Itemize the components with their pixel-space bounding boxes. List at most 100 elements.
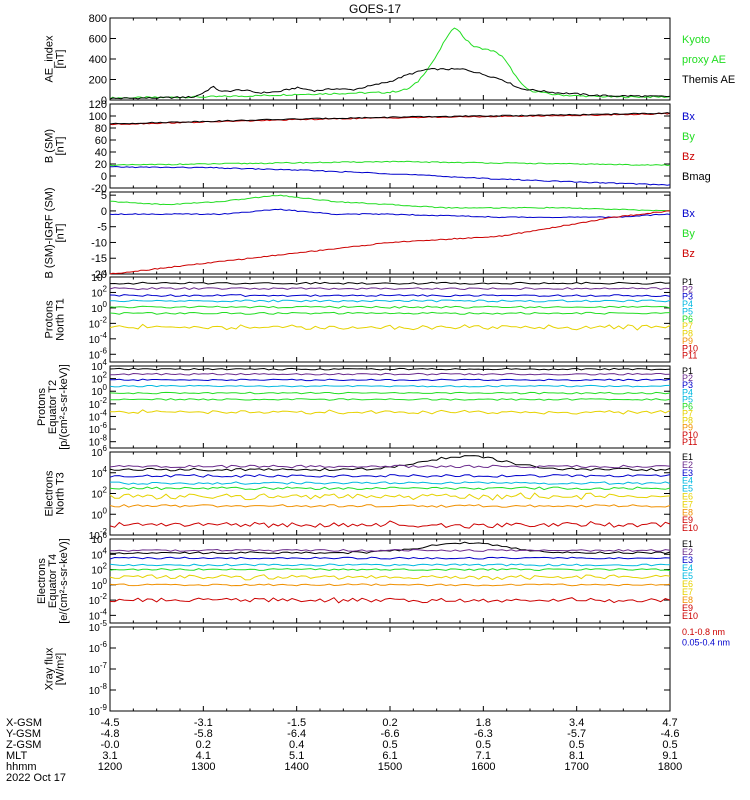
y-tick-label: 104 xyxy=(91,546,107,561)
legend-entry: E8 xyxy=(682,595,693,605)
orbit-value: -1.5 xyxy=(287,717,306,729)
legend-entry: Bz xyxy=(682,248,695,260)
series-line-p4 xyxy=(109,384,671,388)
y-tick-label: 5 xyxy=(101,190,107,202)
legend-entry: E6 xyxy=(682,579,693,589)
legend-entry: E7 xyxy=(682,499,693,509)
y-tick-label: 0 xyxy=(101,171,107,183)
y-tick-label: 10-7 xyxy=(89,661,108,676)
orbit-value: 1800 xyxy=(658,761,682,773)
y-axis-label: AE_index xyxy=(44,35,56,83)
legend-entry: Bx xyxy=(682,208,695,220)
y-tick-label: 102 xyxy=(91,562,107,577)
y-tick-label: 10-9 xyxy=(89,703,108,718)
y-tick-label: 40 xyxy=(95,147,107,159)
series-line-e5 xyxy=(109,486,671,491)
legend-entry: P7 xyxy=(682,321,693,331)
y-axis-label: B (SM)-IGRF (SM) xyxy=(44,187,56,278)
legend-entry: P3 xyxy=(682,380,693,390)
y-tick-label: 102 xyxy=(91,284,107,299)
legend-entry: P4 xyxy=(682,299,693,309)
legend-entry: P3 xyxy=(682,292,693,302)
orbit-value: -6.3 xyxy=(474,728,493,740)
orbit-row-label: 2022 Oct 17 xyxy=(6,772,66,784)
legend-entry: By xyxy=(682,131,695,143)
series-line-bx xyxy=(109,208,671,219)
legend-entry: P2 xyxy=(682,373,693,383)
orbit-value: 5.1 xyxy=(289,750,304,762)
y-tick-label: 20 xyxy=(95,159,107,171)
series-line-by xyxy=(109,160,671,167)
y-axis-label: [nT] xyxy=(55,50,67,69)
legend-entry: E9 xyxy=(682,603,693,613)
y-tick-label: 100 xyxy=(89,111,107,123)
orbit-value: 4.7 xyxy=(662,717,677,729)
legend-entry: Bmag xyxy=(682,171,711,183)
legend-entry: E9 xyxy=(682,515,693,525)
y-tick-label: -20 xyxy=(91,269,107,281)
plot-title: GOES-17 xyxy=(349,2,401,16)
orbit-value: 7.1 xyxy=(476,750,491,762)
series-line-e4 xyxy=(110,481,671,485)
legend-entry: P11 xyxy=(682,351,697,361)
y-tick-label: 800 xyxy=(89,13,107,25)
orbit-value: 1700 xyxy=(564,761,588,773)
series-line-themis-ae xyxy=(109,67,671,100)
legend-entry: Bx xyxy=(682,111,695,123)
series-line-p5 xyxy=(109,391,671,395)
y-tick-label: 100 xyxy=(91,300,107,315)
orbit-value: 0.5 xyxy=(476,739,491,751)
series-line-bx xyxy=(109,165,671,186)
y-tick-label: 80 xyxy=(95,123,107,135)
legend-entry: P6 xyxy=(682,314,693,324)
y-tick-label: -15 xyxy=(91,253,107,265)
legend-entry: P7 xyxy=(682,409,693,419)
y-axis-label: Xray flux xyxy=(44,647,56,690)
y-axis-label: [nT] xyxy=(55,224,67,243)
legend-entry: By xyxy=(682,228,695,240)
orbit-value: 1500 xyxy=(378,761,402,773)
y-tick-label: 10-2 xyxy=(89,592,108,607)
y-axis-label: Electrons xyxy=(44,470,56,516)
panel-frame-5 xyxy=(109,365,671,449)
orbit-value: 0.5 xyxy=(569,739,584,751)
legend-entry: E7 xyxy=(682,587,693,597)
orbit-value: 0.5 xyxy=(662,739,677,751)
series-line-bz xyxy=(109,210,670,275)
series-line-e5 xyxy=(109,568,671,572)
legend-entry: E3 xyxy=(682,555,693,565)
y-axis-label: North T3 xyxy=(55,472,67,515)
y-tick-label: -5 xyxy=(97,222,107,234)
series-line-bmag xyxy=(109,112,671,125)
orbit-value: 8.1 xyxy=(569,750,584,762)
orbit-value: 0.2 xyxy=(196,739,211,751)
orbit-value: 3.4 xyxy=(569,717,584,729)
y-tick-label: 10-4 xyxy=(89,331,108,346)
orbit-value: 0.5 xyxy=(382,739,397,751)
legend-entry: E10 xyxy=(682,523,698,533)
series-line-p6 xyxy=(109,311,671,315)
y-tick-label: 104 xyxy=(91,465,107,480)
series-line-p6 xyxy=(109,398,671,401)
legend-entry: E2 xyxy=(682,460,693,470)
orbit-value: 0.2 xyxy=(382,717,397,729)
orbit-row-label: Y-GSM xyxy=(6,728,41,740)
series-line-e1 xyxy=(109,455,671,472)
y-axis-label: B (SM) xyxy=(44,129,56,163)
series-line-e6 xyxy=(109,492,671,501)
y-axis-label: [W/m²] xyxy=(55,653,67,685)
legend-entry: E1 xyxy=(682,539,693,549)
legend-entry: E6 xyxy=(682,492,693,502)
legend-entry: P9 xyxy=(682,336,693,346)
orbit-value: 1200 xyxy=(98,761,122,773)
orbit-value: -5.8 xyxy=(194,728,213,740)
legend-entry: P8 xyxy=(682,416,693,426)
panel-frame-8 xyxy=(109,626,671,712)
y-tick-label: -10 xyxy=(91,237,107,249)
series-line-e3 xyxy=(109,474,671,478)
series-line-p5 xyxy=(109,305,671,309)
orbit-value: 1300 xyxy=(191,761,215,773)
legend-entry: E5 xyxy=(682,484,693,494)
series-line-e8 xyxy=(109,597,671,604)
